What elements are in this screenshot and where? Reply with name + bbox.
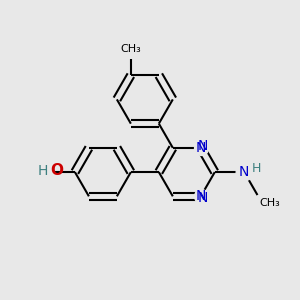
Text: N: N (196, 189, 206, 203)
Text: H: H (252, 162, 261, 175)
Text: N: N (198, 191, 208, 205)
Text: N: N (198, 140, 208, 153)
Text: H: H (38, 164, 48, 178)
Text: CH₃: CH₃ (121, 44, 141, 54)
Text: N: N (239, 165, 249, 179)
Text: N: N (196, 141, 206, 155)
Text: O: O (50, 163, 63, 178)
Text: CH₃: CH₃ (259, 198, 280, 208)
